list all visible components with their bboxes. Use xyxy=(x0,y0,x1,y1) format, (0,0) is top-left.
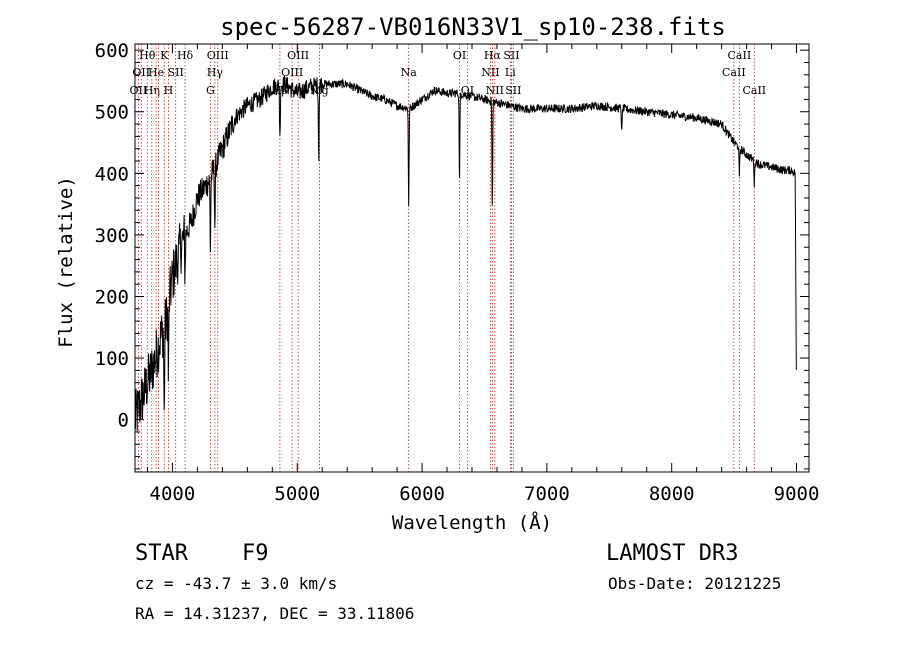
x-tick-label: 8000 xyxy=(649,483,695,505)
x-tick-label: 6000 xyxy=(399,483,445,505)
y-tick-label: 0 xyxy=(118,410,129,432)
spectral-line-label: SII xyxy=(505,84,521,97)
spectral-line-label: NII xyxy=(486,84,504,97)
y-tick-label: 400 xyxy=(95,163,129,185)
x-tick-label: 5000 xyxy=(274,483,320,505)
observation-date: Obs-Date: 20121225 xyxy=(608,574,781,593)
object-class: STAR xyxy=(135,541,189,566)
spectral-line-label: OIII xyxy=(207,49,229,62)
spectral-line-label: CaII xyxy=(728,49,752,62)
spectrum-line xyxy=(134,75,797,432)
plot-frame xyxy=(134,43,810,473)
redshift-velocity: cz = -43.7 ± 3.0 km/s xyxy=(135,574,337,593)
spectral-line-label: H xyxy=(164,84,174,97)
spectral-line-label: K xyxy=(160,49,169,62)
spectral-line-label: CaII xyxy=(742,84,766,97)
spectral-line-label: Na xyxy=(401,66,418,79)
x-tick-label: 7000 xyxy=(524,483,570,505)
spectral-line-label: OI xyxy=(453,49,466,62)
spectral-line-label: Hγ xyxy=(207,66,224,79)
x-tick-label: 9000 xyxy=(774,483,820,505)
spectral-line-label: NII xyxy=(481,66,499,79)
spectral-line-label: OIII xyxy=(287,49,309,62)
y-tick-label: 100 xyxy=(95,348,129,370)
sky-coordinates: RA = 14.31237, DEC = 33.11806 xyxy=(135,604,414,623)
y-tick-label: 200 xyxy=(95,286,129,308)
spectral-line-label: SII xyxy=(503,49,519,62)
spectral-line-markers: OIIOIIHθHηHeKHSIIHδGHγOIIIHβOIIIOIIIMgNa… xyxy=(130,44,766,472)
y-tick-label: 300 xyxy=(95,225,129,247)
spectral-line-label: Li xyxy=(505,66,516,79)
y-tick-label: 600 xyxy=(95,40,129,62)
spectral-line-label: Hδ xyxy=(177,49,194,62)
spectral-line-label: Hη xyxy=(144,84,160,97)
spectral-line-label: OIII xyxy=(281,66,303,79)
spectral-line-label: Hα xyxy=(484,49,502,62)
y-tick-label: 500 xyxy=(95,102,129,124)
y-axis-label: Flux (relative) xyxy=(55,176,77,348)
spectral-line-label: He xyxy=(148,66,164,79)
survey-name: LAMOST DR3 xyxy=(606,541,738,566)
axis-ticks: 4000 5000 6000 7000 8000 9000 0 100 200 300 400 500… xyxy=(95,40,820,505)
chart-title: spec-56287-VB016N33V1_sp10-238.fits xyxy=(220,13,726,41)
spectral-line-label: OII xyxy=(132,66,150,79)
spectral-line-label: SII xyxy=(168,66,184,79)
spectral-line-label: CaII xyxy=(722,66,746,79)
object-subclass: F9 xyxy=(242,541,269,566)
spectral-line-label: OII xyxy=(130,84,148,97)
x-axis-label: Wavelength (Å) xyxy=(392,511,552,534)
x-tick-label: 4000 xyxy=(150,483,196,505)
spectral-line-label: G xyxy=(206,84,215,97)
spectral-line-label: Hθ xyxy=(139,49,156,62)
